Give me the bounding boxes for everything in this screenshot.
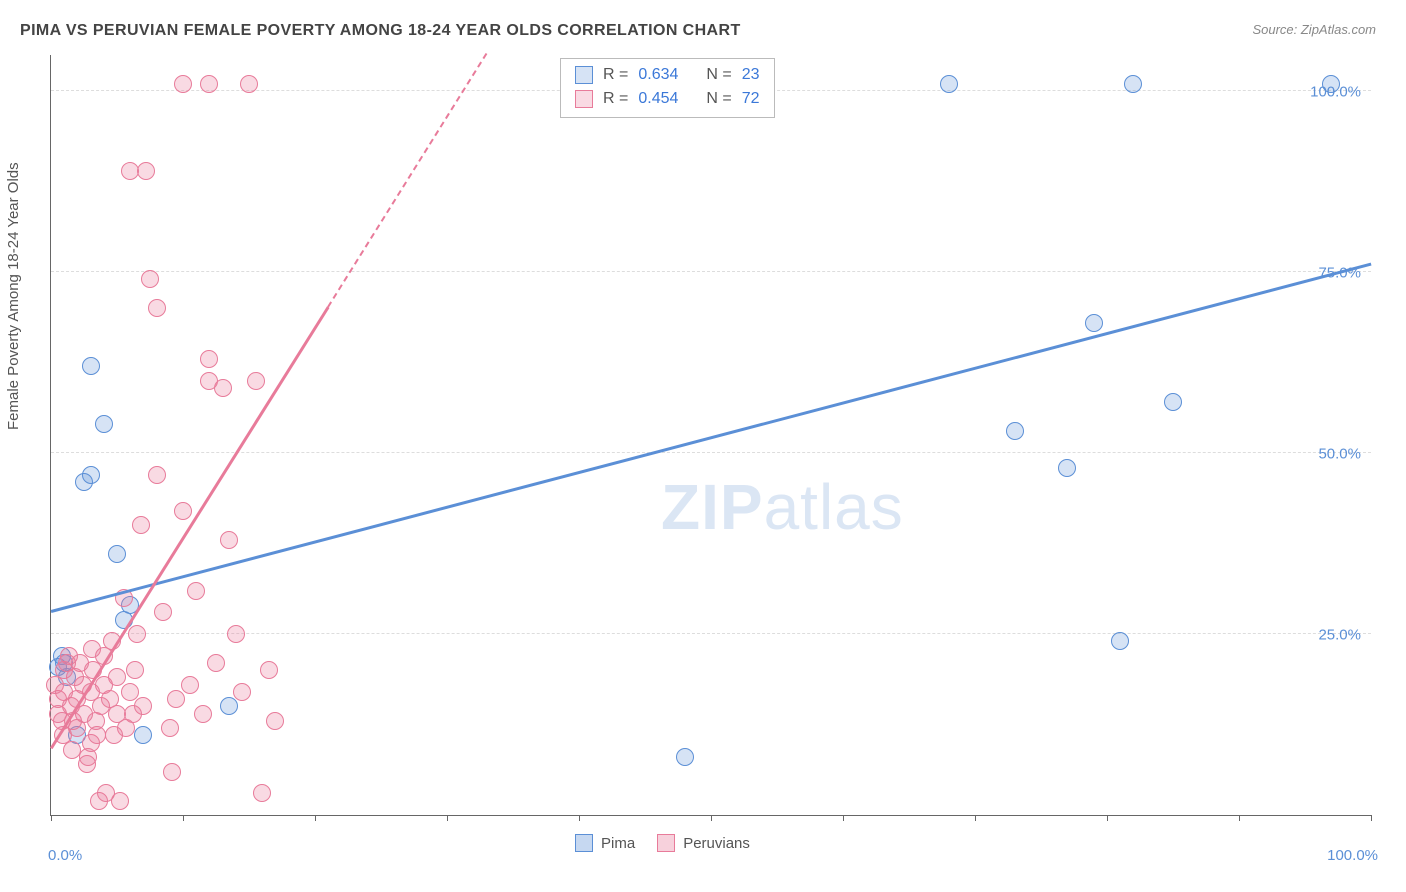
- data-point: [220, 531, 238, 549]
- source-label: Source: ZipAtlas.com: [1252, 22, 1376, 37]
- trend-line: [51, 262, 1372, 612]
- data-point: [1164, 393, 1182, 411]
- data-point: [141, 270, 159, 288]
- data-point: [161, 719, 179, 737]
- data-point: [148, 466, 166, 484]
- legend-r-label: R =: [603, 87, 628, 111]
- data-point: [174, 502, 192, 520]
- x-tick: [843, 815, 844, 821]
- data-point: [121, 683, 139, 701]
- x-tick: [447, 815, 448, 821]
- data-point: [108, 668, 126, 686]
- series-legend-item: Peruvians: [657, 834, 750, 852]
- correlation-legend: R = 0.634 N = 23 R = 0.454 N = 72: [560, 58, 775, 118]
- data-point: [253, 784, 271, 802]
- y-tick-label: 50.0%: [1318, 446, 1361, 463]
- legend-n-label: N =: [706, 63, 731, 87]
- data-point: [163, 763, 181, 781]
- legend-n-label: N =: [706, 87, 731, 111]
- data-point: [79, 748, 97, 766]
- x-tick: [315, 815, 316, 821]
- data-point: [247, 372, 265, 390]
- data-point: [108, 545, 126, 563]
- data-point: [214, 379, 232, 397]
- y-axis-label: Female Poverty Among 18-24 Year Olds: [5, 162, 22, 430]
- legend-row: R = 0.634 N = 23: [575, 63, 760, 87]
- data-point: [1085, 314, 1103, 332]
- data-point: [83, 640, 101, 658]
- legend-n-value: 72: [742, 87, 760, 111]
- legend-swatch: [575, 66, 593, 84]
- x-tick: [1371, 815, 1372, 821]
- data-point: [148, 299, 166, 317]
- gridline: [51, 452, 1371, 453]
- x-axis-min-label: 0.0%: [48, 847, 82, 864]
- legend-swatch: [575, 90, 593, 108]
- data-point: [1322, 75, 1340, 93]
- x-axis-max-label: 100.0%: [1327, 847, 1378, 864]
- data-point: [207, 654, 225, 672]
- trend-line-extrapolated: [327, 53, 487, 307]
- data-point: [1124, 75, 1142, 93]
- x-tick: [1239, 815, 1240, 821]
- data-point: [200, 350, 218, 368]
- series-legend: Pima Peruvians: [575, 834, 750, 852]
- x-tick: [975, 815, 976, 821]
- data-point: [194, 705, 212, 723]
- data-point: [154, 603, 172, 621]
- data-point: [220, 697, 238, 715]
- legend-swatch: [575, 834, 593, 852]
- x-tick: [711, 815, 712, 821]
- data-point: [95, 415, 113, 433]
- legend-n-value: 23: [742, 63, 760, 87]
- data-point: [1058, 459, 1076, 477]
- data-point: [88, 726, 106, 744]
- data-point: [167, 690, 185, 708]
- data-point: [126, 661, 144, 679]
- data-point: [111, 792, 129, 810]
- data-point: [82, 466, 100, 484]
- data-point: [266, 712, 284, 730]
- data-point: [187, 582, 205, 600]
- data-point: [940, 75, 958, 93]
- data-point: [134, 697, 152, 715]
- data-point: [260, 661, 278, 679]
- legend-row: R = 0.454 N = 72: [575, 87, 760, 111]
- data-point: [233, 683, 251, 701]
- data-point: [200, 75, 218, 93]
- data-point: [132, 516, 150, 534]
- legend-r-label: R =: [603, 63, 628, 87]
- chart-title: PIMA VS PERUVIAN FEMALE POVERTY AMONG 18…: [20, 22, 741, 40]
- x-tick: [183, 815, 184, 821]
- legend-r-value: 0.454: [638, 87, 678, 111]
- y-tick-label: 25.0%: [1318, 627, 1361, 644]
- data-point: [181, 676, 199, 694]
- data-point: [134, 726, 152, 744]
- data-point: [1006, 422, 1024, 440]
- data-point: [1111, 632, 1129, 650]
- legend-r-value: 0.634: [638, 63, 678, 87]
- x-tick: [51, 815, 52, 821]
- x-tick: [1107, 815, 1108, 821]
- plot-area: ZIPatlas 25.0%50.0%75.0%100.0%: [50, 55, 1371, 816]
- series-legend-label: Peruvians: [683, 835, 750, 852]
- x-tick: [579, 815, 580, 821]
- series-legend-label: Pima: [601, 835, 635, 852]
- data-point: [174, 75, 192, 93]
- data-point: [128, 625, 146, 643]
- data-point: [240, 75, 258, 93]
- gridline: [51, 633, 1371, 634]
- data-point: [137, 162, 155, 180]
- data-point: [676, 748, 694, 766]
- gridline: [51, 271, 1371, 272]
- watermark: ZIPatlas: [661, 470, 904, 544]
- data-point: [227, 625, 245, 643]
- legend-swatch: [657, 834, 675, 852]
- data-point: [82, 357, 100, 375]
- series-legend-item: Pima: [575, 834, 635, 852]
